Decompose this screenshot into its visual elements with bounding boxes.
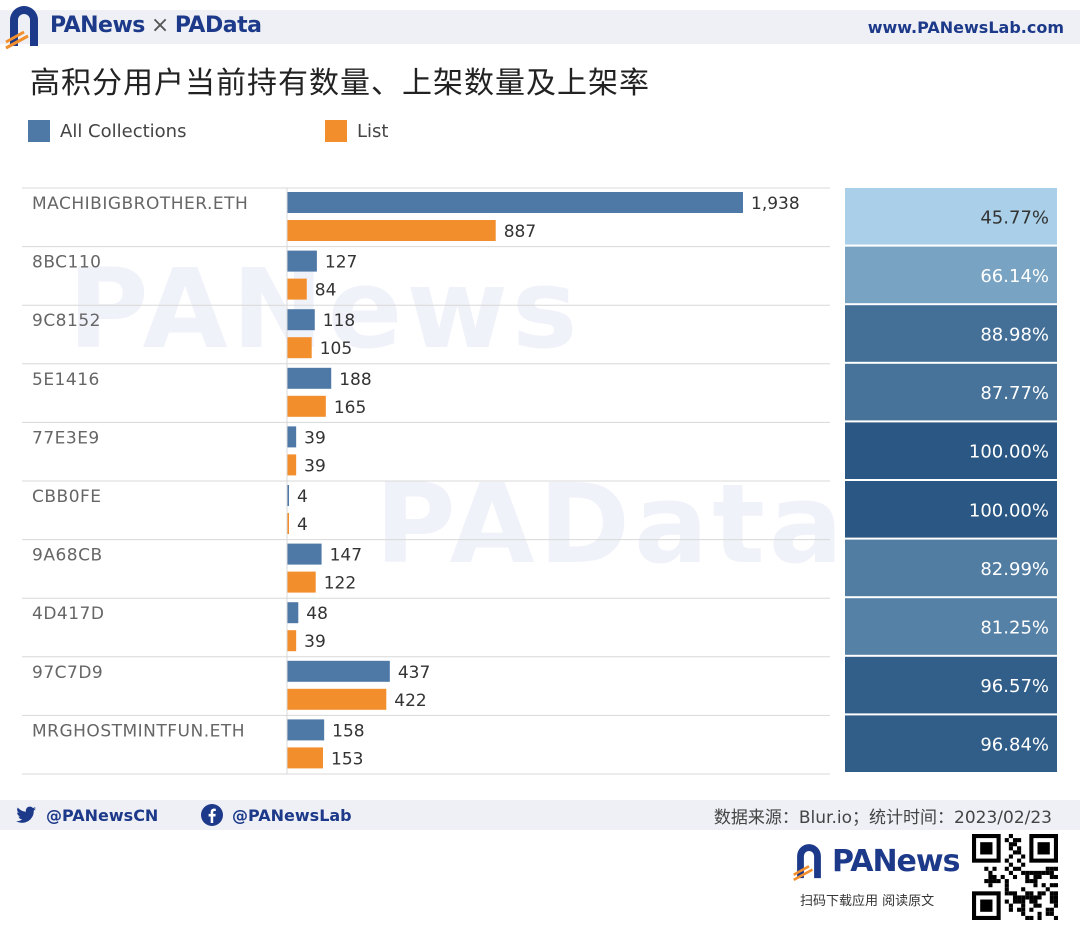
rate-label: 96.57% — [980, 676, 1049, 697]
rate-label: 100.00% — [969, 500, 1049, 521]
data-label-all-collections: 39 — [304, 428, 326, 448]
legend-label-all-collections: All Collections — [60, 120, 187, 142]
rate-cell — [845, 481, 1057, 538]
rate-cell — [845, 246, 1057, 304]
rate-label: 45.77% — [980, 207, 1049, 228]
category-label: 9C8152 — [32, 311, 101, 331]
category-label: MACHIBIGBROTHER.ETH — [32, 194, 248, 214]
data-label-list: 153 — [331, 749, 363, 769]
legend-item-list: List — [325, 120, 388, 142]
data-label-list: 165 — [334, 398, 366, 418]
data-label-list: 887 — [504, 222, 536, 242]
bar-all-collections — [287, 485, 289, 506]
rate-label: 82.99% — [980, 559, 1049, 580]
bar-list — [287, 278, 307, 300]
footer-tagline: 扫码下载应用 阅读原文 — [800, 894, 935, 909]
rate-cell — [845, 539, 1057, 597]
category-label: 4D417D — [32, 604, 104, 624]
footer-brand: PANews — [832, 844, 960, 879]
category-label: 97C7D9 — [32, 663, 103, 683]
bar-list — [287, 513, 289, 534]
rate-cell — [845, 656, 1057, 714]
rate-label: 66.14% — [980, 266, 1049, 287]
bar-all-collections — [287, 250, 317, 272]
bar-list — [287, 688, 387, 710]
rate-cell — [845, 305, 1057, 362]
category-label: 5E1416 — [32, 370, 100, 390]
category-label: 9A68CB — [32, 546, 103, 566]
rate-label: 87.77% — [980, 383, 1049, 404]
legend-item-all-collections: All Collections — [28, 120, 186, 142]
bar-all-collections — [287, 660, 390, 682]
twitter-handle[interactable]: @PANewsCN — [14, 803, 158, 827]
data-label-list: 105 — [320, 339, 352, 359]
rate-cell — [845, 598, 1057, 655]
legend-label-list: List — [357, 120, 389, 142]
facebook-handle[interactable]: @PANewsLab — [200, 803, 352, 827]
category-label: 77E3E9 — [32, 428, 100, 448]
data-label-all-collections: 4 — [297, 487, 308, 507]
facebook-label: @PANewsLab — [232, 805, 352, 825]
bar-all-collections — [287, 426, 297, 448]
rate-label: 96.84% — [980, 735, 1049, 756]
rate-label: 100.00% — [969, 442, 1049, 463]
qr-code-icon[interactable] — [972, 834, 1058, 920]
category-label: MRGHOSTMINTFUN.ETH — [32, 721, 245, 741]
bar-list — [287, 454, 297, 476]
twitter-icon — [16, 806, 36, 823]
bar-list — [287, 220, 496, 241]
facebook-icon — [201, 804, 223, 826]
category-label: 8BC110 — [32, 253, 102, 273]
data-label-all-collections: 127 — [325, 253, 357, 273]
chart-title: 高积分用户当前持有数量、上架数量及上架率 — [30, 66, 650, 101]
brand-separator: × — [150, 13, 169, 38]
data-label-all-collections: 437 — [398, 663, 430, 683]
bar-list — [287, 571, 316, 593]
data-label-all-collections: 188 — [339, 370, 371, 390]
data-label-all-collections: 1,938 — [751, 194, 800, 214]
bar-all-collections — [287, 602, 299, 624]
bar-all-collections — [287, 367, 332, 389]
bar-list — [287, 395, 326, 417]
header-brand: PANews × PAData — [50, 13, 262, 38]
site-url[interactable]: www.PANewsLab.com — [867, 18, 1064, 37]
data-label-all-collections: 118 — [323, 311, 355, 331]
footer-band — [0, 800, 1080, 830]
data-label-list: 4 — [297, 515, 308, 535]
data-label-list: 39 — [304, 632, 326, 652]
category-label: CBB0FE — [32, 487, 102, 507]
bar-all-collections — [287, 543, 322, 565]
data-label-list: 39 — [304, 456, 326, 476]
rate-cell — [845, 422, 1057, 479]
data-label-all-collections: 158 — [332, 721, 364, 741]
data-source-note: 数据来源：Blur.io；统计时间：2023/02/23 — [713, 808, 1052, 828]
header-band — [0, 10, 1080, 44]
panews-logo-icon — [5, 6, 38, 50]
legend-swatch-blue — [28, 120, 50, 142]
rate-cell — [845, 363, 1057, 421]
panews-footer-logo-icon — [793, 844, 821, 881]
rate-label: 81.25% — [980, 618, 1049, 639]
data-label-list: 422 — [394, 691, 426, 711]
bar-all-collections — [287, 192, 743, 213]
bar-list — [287, 747, 323, 769]
brand-panews: PANews — [50, 13, 145, 38]
rate-cell — [845, 715, 1057, 772]
bar-all-collections — [287, 309, 315, 331]
rate-cell — [845, 188, 1057, 245]
bar-list — [287, 337, 312, 359]
bar-list — [287, 630, 297, 652]
data-label-all-collections: 147 — [330, 546, 362, 566]
legend-swatch-orange — [325, 120, 347, 142]
bar-chart: MACHIBIGBROTHER.ETH 1,938 887 45.77% 8BC110 1… — [22, 187, 1057, 775]
data-label-all-collections: 48 — [306, 604, 328, 624]
twitter-label: @PANewsCN — [46, 805, 159, 825]
bar-all-collections — [287, 719, 325, 741]
brand-padata: PAData — [174, 13, 262, 38]
rate-label: 88.98% — [980, 325, 1049, 346]
data-label-list: 122 — [324, 574, 356, 594]
data-label-list: 84 — [315, 281, 337, 301]
